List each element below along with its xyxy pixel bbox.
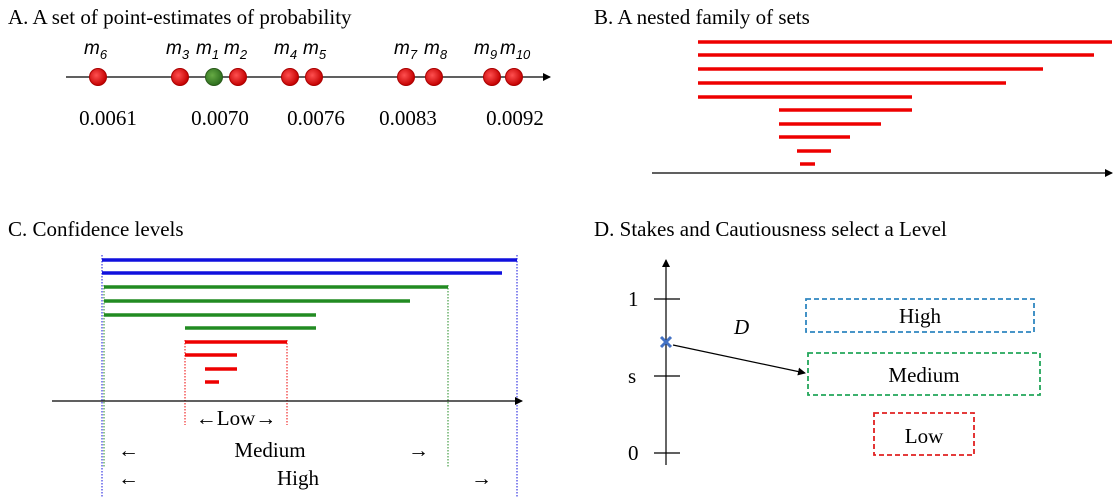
high-left-arrow: ←: [118, 466, 139, 490]
point-label-m4: m4: [274, 38, 297, 62]
selection-arrow: [672, 344, 806, 376]
axis-label-1: 1: [628, 287, 639, 311]
point-label-m6: m6: [84, 38, 108, 62]
point-m4: [281, 68, 299, 86]
point-label-m1: m1: [196, 38, 219, 62]
cross-marker: [659, 335, 673, 349]
low-range-label: ←Low→: [196, 406, 277, 430]
box-high-label: High: [899, 304, 942, 328]
point-m8: [425, 68, 443, 86]
medium-left-arrow: ←: [118, 438, 139, 462]
point-label-m8: m8: [424, 38, 448, 62]
point-m3: [171, 68, 189, 86]
point-label-m9: m9: [474, 38, 497, 62]
point-m9: [483, 68, 501, 86]
panel-d: D. Stakes and Cautiousness select a Leve…: [594, 217, 1041, 465]
point-m7: [397, 68, 415, 86]
point-m2: [229, 68, 247, 86]
panel-d-title: D. Stakes and Cautiousness select a Leve…: [594, 217, 947, 241]
panel-a-point-labels: m6 m3 m1 m2 m4 m5 m7 m8 m9 m10: [84, 38, 531, 62]
box-low-label: Low: [905, 424, 944, 448]
tick-label-3: 0.0083: [379, 106, 437, 130]
box-low: [873, 412, 975, 456]
point-label-m7: m7: [394, 38, 418, 62]
box-high: [805, 298, 1035, 333]
box-medium: [807, 352, 1041, 396]
tick-label-1: 0.0070: [191, 106, 249, 130]
box-medium-label: Medium: [888, 363, 959, 387]
point-label-m10: m10: [500, 38, 531, 62]
panel-a-points: [89, 68, 523, 86]
point-label-m5: m5: [303, 38, 327, 62]
tick-label-2: 0.0076: [287, 106, 345, 130]
point-label-m2: m2: [224, 38, 248, 62]
arrow-label-d: D: [733, 315, 749, 339]
panel-a-title: A. A set of point-estimates of probabili…: [8, 5, 352, 29]
panel-c-title: C. Confidence levels: [8, 217, 184, 241]
point-m10: [505, 68, 523, 86]
panel-b: B. A nested family of sets: [594, 5, 1113, 177]
point-m5: [305, 68, 323, 86]
medium-range-label: Medium: [234, 438, 305, 462]
point-m1: [205, 68, 223, 86]
high-range-label: High: [277, 466, 320, 490]
panel-c: C. Confidence levels ←Low→ ← Medium → ← …: [8, 217, 523, 497]
panel-a-tick-labels: 0.0061 0.0070 0.0076 0.0083 0.0092: [79, 106, 544, 130]
high-right-arrow: →: [471, 466, 492, 490]
panel-b-title: B. A nested family of sets: [594, 5, 810, 29]
panel-a: A. A set of point-estimates of probabili…: [8, 5, 551, 130]
point-m6: [89, 68, 107, 86]
axis-label-s: s: [628, 364, 636, 388]
point-label-m3: m3: [166, 38, 190, 62]
axis-label-0: 0: [628, 441, 639, 465]
tick-label-0: 0.0061: [79, 106, 137, 130]
medium-right-arrow: →: [408, 438, 429, 462]
tick-label-4: 0.0092: [486, 106, 544, 130]
panel-b-bars: [698, 40, 1112, 166]
